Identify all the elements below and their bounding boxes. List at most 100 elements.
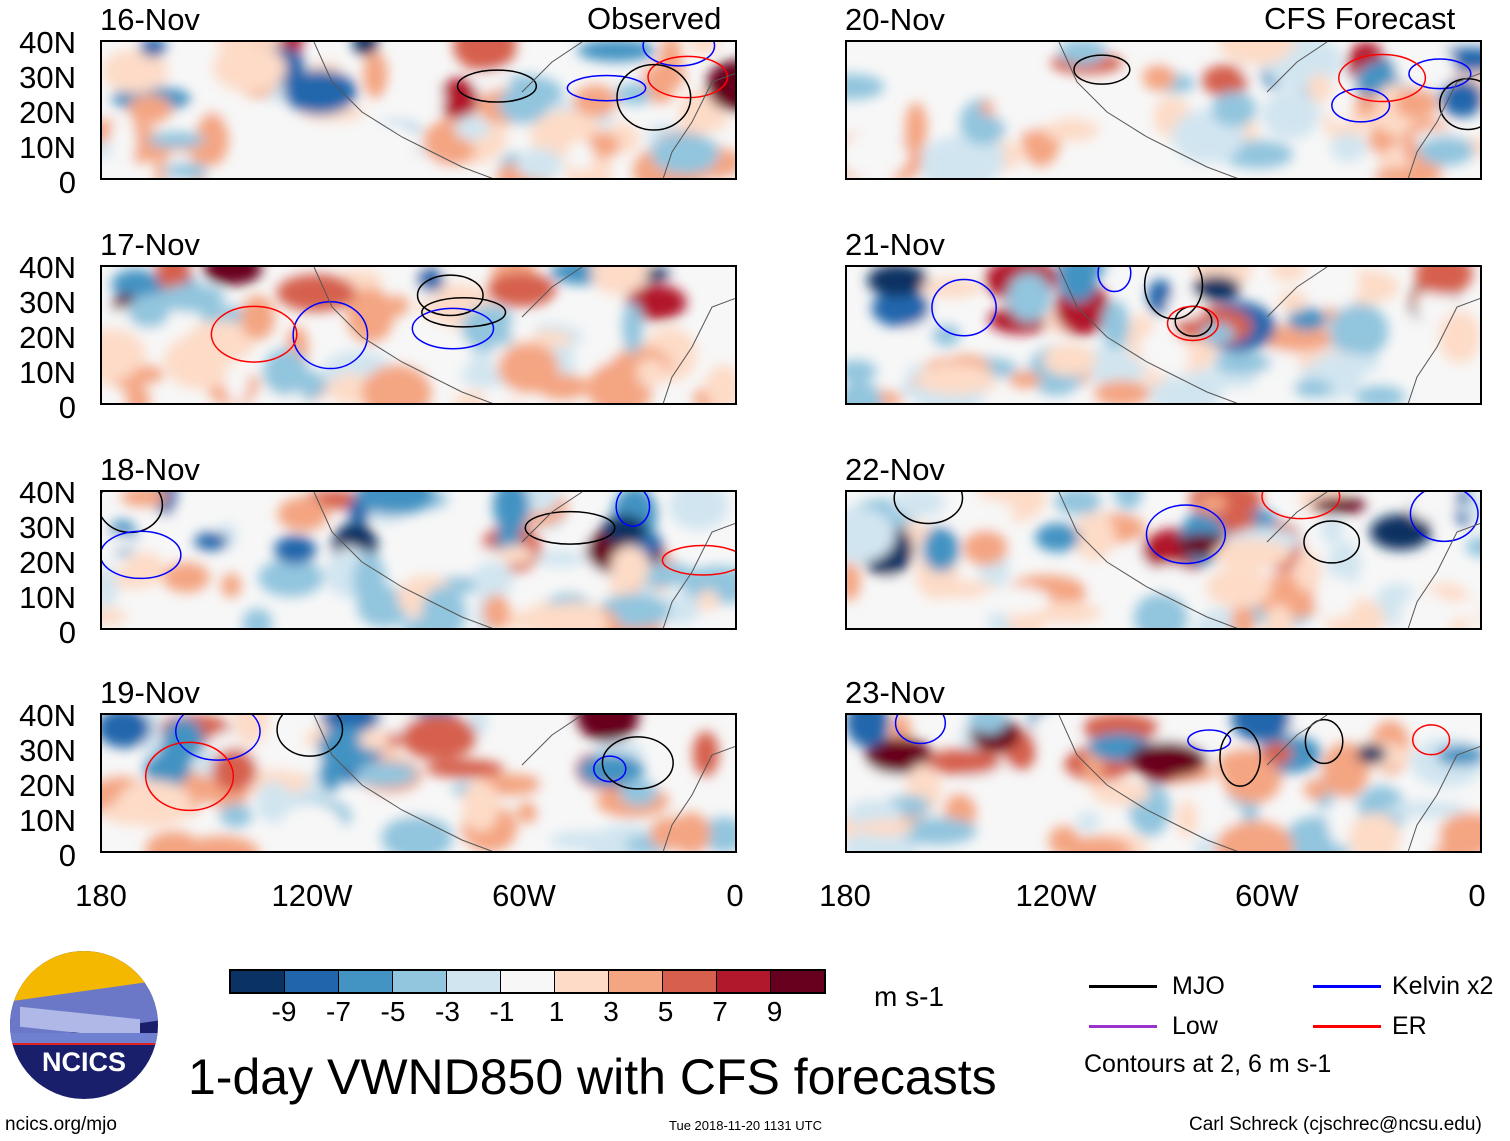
wind-anomaly-blob xyxy=(109,115,137,169)
wind-anomaly-blob xyxy=(358,729,391,750)
panel-date: 18-Nov xyxy=(100,452,200,487)
lat-label: 20N xyxy=(19,768,76,803)
wind-anomaly-blob xyxy=(1063,836,1132,851)
wind-anomaly-blob xyxy=(132,365,164,384)
wind-anomaly-blob xyxy=(871,289,930,327)
wind-anomaly-blob xyxy=(472,560,514,598)
contour-line xyxy=(1073,54,1131,85)
wind-anomaly-blob xyxy=(348,122,421,161)
wind-anomaly-blob xyxy=(111,269,161,301)
wind-anomaly-blob xyxy=(1400,592,1454,628)
wind-anomaly-blob xyxy=(847,132,909,178)
wind-anomaly-blob xyxy=(1354,385,1406,403)
wind-anomaly-blob xyxy=(1101,300,1130,349)
coastline xyxy=(313,267,735,403)
lon-label: 120W xyxy=(271,878,353,913)
contour-line xyxy=(615,492,651,527)
wind-anomaly-blob xyxy=(538,769,565,821)
colorbar-swatch xyxy=(231,971,285,992)
wind-anomaly-blob xyxy=(1215,820,1294,851)
wind-anomaly-blob xyxy=(992,84,1064,129)
contour-line xyxy=(1304,718,1344,765)
wind-anomaly-blob xyxy=(968,715,1008,734)
wind-anomaly-blob xyxy=(878,571,901,606)
wind-anomaly-blob xyxy=(1231,603,1255,628)
wind-anomaly-blob xyxy=(1356,744,1387,764)
wind-anomaly-blob xyxy=(647,75,675,104)
colorbar-label: -1 xyxy=(489,996,515,1027)
wind-anomaly-blob xyxy=(1213,538,1291,570)
contour-line xyxy=(894,715,947,745)
lat-label: 10N xyxy=(19,803,76,838)
colorbar-label: 9 xyxy=(766,996,783,1027)
colorbar-label: -9 xyxy=(271,996,297,1027)
wind-anomaly-blob xyxy=(658,593,701,625)
contour-line xyxy=(175,715,261,761)
contour-line xyxy=(616,63,692,131)
contour-line xyxy=(1187,729,1232,752)
wind-anomaly-blob xyxy=(487,272,556,308)
lat-label: 30N xyxy=(19,510,76,545)
colorbar-swatch xyxy=(771,971,824,992)
coastline xyxy=(313,42,735,178)
wind-anomaly-blob xyxy=(847,507,896,564)
wind-anomaly-blob xyxy=(1394,87,1439,120)
wind-anomaly-blob xyxy=(381,815,453,851)
wind-anomaly-blob xyxy=(1329,303,1389,359)
colorbar-swatch xyxy=(663,971,717,992)
panel-date: 20-Nov xyxy=(845,2,945,37)
wind-anomaly-blob xyxy=(1218,42,1295,66)
wind-anomaly-blob xyxy=(370,790,425,807)
wind-anomaly-blob xyxy=(516,802,538,824)
contour-line xyxy=(456,69,538,103)
wind-anomaly-blob xyxy=(1213,352,1272,375)
wind-anomaly-blob xyxy=(1303,779,1329,800)
wind-anomaly-blob xyxy=(1465,536,1480,557)
contour-line xyxy=(1331,88,1391,123)
lon-label: 60W xyxy=(492,878,556,913)
wind-anomaly-blob xyxy=(692,731,719,777)
wind-anomaly-blob xyxy=(1198,494,1228,513)
contour-line xyxy=(893,492,964,525)
wind-anomaly-blob xyxy=(388,295,409,316)
coastline xyxy=(313,492,735,628)
wind-anomaly-blob xyxy=(670,812,711,851)
wind-anomaly-blob xyxy=(425,759,505,778)
wind-anomaly-blob xyxy=(1058,267,1098,303)
wind-anomaly-blob xyxy=(706,60,735,112)
wind-anomaly-blob xyxy=(679,108,729,132)
wind-anomaly-blob xyxy=(1262,89,1320,140)
map-panel xyxy=(845,265,1482,405)
coastline xyxy=(313,715,735,851)
wind-anomaly-blob xyxy=(453,42,517,72)
wind-anomaly-blob xyxy=(203,267,263,286)
contour-line xyxy=(1409,492,1479,543)
lat-label: 0 xyxy=(58,165,76,200)
wind-anomaly-blob xyxy=(1440,79,1480,118)
wind-anomaly-blob xyxy=(610,545,650,589)
footer-url[interactable]: ncics.org/mjo xyxy=(5,1114,117,1135)
contour-line xyxy=(1145,504,1227,565)
panel-date: 16-Nov xyxy=(100,2,200,37)
wind-anomaly-blob xyxy=(1114,492,1143,510)
contour-line xyxy=(593,755,627,783)
lon-label: 0 xyxy=(1468,878,1486,913)
wind-anomaly-blob xyxy=(847,561,861,602)
lon-label: 120W xyxy=(1015,878,1097,913)
colorbar-label: 3 xyxy=(603,996,619,1027)
wind-anomaly-blob xyxy=(865,737,933,775)
forecast-header: CFS Forecast xyxy=(1264,1,1456,36)
wind-anomaly-blob xyxy=(421,586,467,628)
wind-anomaly-blob xyxy=(916,363,995,395)
wind-anomaly-blob xyxy=(566,141,595,171)
wind-anomaly-blob xyxy=(1320,516,1343,544)
lon-label: 60W xyxy=(1235,878,1299,913)
wind-anomaly-blob xyxy=(127,294,170,329)
wind-anomaly-blob xyxy=(621,301,644,355)
wind-anomaly-blob xyxy=(361,365,432,403)
map-panel xyxy=(845,713,1482,853)
wind-anomaly-blob xyxy=(102,607,128,626)
lat-label: 30N xyxy=(19,60,76,95)
wind-anomaly-blob xyxy=(352,42,379,56)
wind-anomaly-blob xyxy=(1144,337,1190,375)
